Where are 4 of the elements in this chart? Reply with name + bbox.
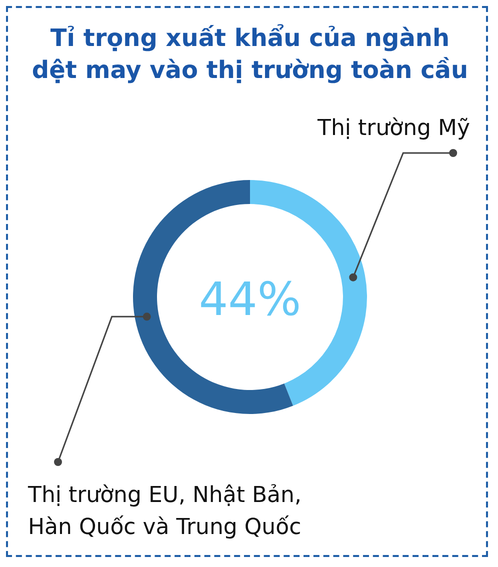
chart-title: Tỉ trọng xuất khẩu của ngành dệt may vào thị trường toàn cầu <box>30 23 470 86</box>
text: 44% <box>198 272 302 326</box>
slice-label: Thị trường EU, Nhật Bản, Hàn Quốc và Trung Quốc <box>27 483 302 540</box>
slice-label: Thị trường Mỹ <box>316 116 470 141</box>
